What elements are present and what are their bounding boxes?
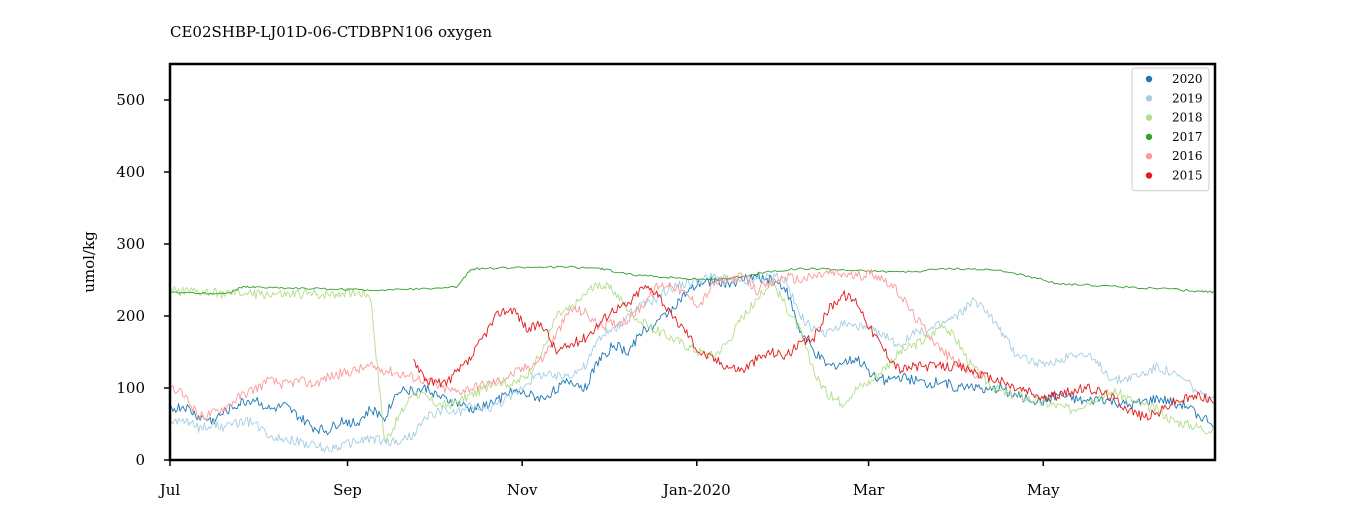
legend-label-2018: 2018 xyxy=(1172,111,1203,125)
legend-label-2016: 2016 xyxy=(1172,149,1203,163)
plot-frame xyxy=(168,62,1217,462)
legend-marker-2019 xyxy=(1145,95,1153,102)
y-axis: 0 100 200 300 400 500 xyxy=(116,91,170,469)
y-tick-label: 500 xyxy=(116,91,145,109)
legend-label-2020: 2020 xyxy=(1172,72,1203,86)
series-line-2018 xyxy=(170,279,1215,443)
y-tick-label: 300 xyxy=(116,235,145,253)
y-tick-label: 0 xyxy=(135,451,145,469)
legend-marker-2020 xyxy=(1145,75,1153,83)
series-line-2019 xyxy=(170,272,1215,453)
legend-label-2015: 2015 xyxy=(1172,169,1203,183)
y-tick-label: 200 xyxy=(116,307,145,325)
x-tick-label: May xyxy=(1027,481,1060,499)
x-tick-label: Mar xyxy=(853,481,885,499)
legend-marker-2018 xyxy=(1145,114,1153,121)
series-line-2016 xyxy=(170,268,987,420)
y-tick-label: 100 xyxy=(116,379,145,397)
legend-label-2019: 2019 xyxy=(1172,91,1203,105)
series-line-2015 xyxy=(413,284,1215,421)
legend-marker-2016 xyxy=(1145,153,1153,160)
x-tick-label: Jul xyxy=(158,481,181,499)
series-line-2017 xyxy=(170,265,1215,295)
x-tick-label: Jan-2020 xyxy=(661,481,731,499)
series-layer xyxy=(170,265,1215,453)
legend: 2020 2019 2018 2017 2016 2015 xyxy=(1131,67,1210,192)
legend-marker-2015 xyxy=(1145,172,1153,179)
x-tick-label: Nov xyxy=(507,481,538,499)
series-line-2020 xyxy=(170,271,1215,436)
chart-title: CE02SHBP-LJ01D-06-CTDBPN106 oxygen xyxy=(170,23,492,41)
legend-marker-2017 xyxy=(1145,133,1153,141)
x-axis: Jul Sep Nov Jan-2020 Mar May xyxy=(158,460,1060,499)
y-tick-label: 400 xyxy=(116,163,145,181)
legend-label-2017: 2017 xyxy=(1172,130,1203,144)
y-axis-label: umol/kg xyxy=(80,231,98,293)
x-tick-label: Sep xyxy=(333,481,362,499)
